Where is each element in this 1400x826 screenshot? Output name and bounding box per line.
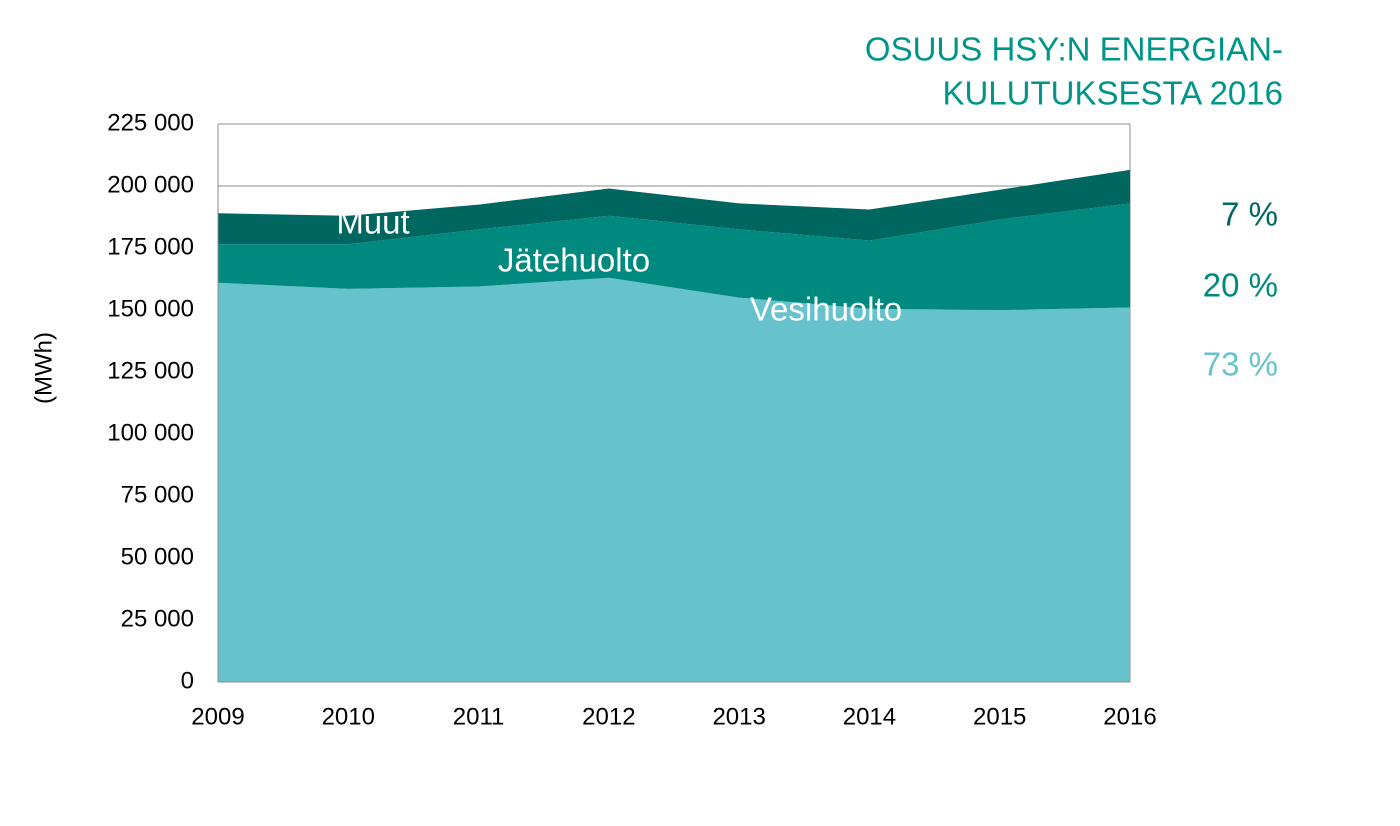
share-label: 73 % [1203,346,1278,383]
series-label: Vesihuolto [750,291,902,328]
title-background [790,0,1400,120]
share-label: 20 % [1203,267,1278,304]
series-label: Muut [336,204,409,241]
y-tick-label: 0 [181,667,194,694]
x-tick-label: 2012 [582,703,635,730]
texts: 0 25 000 50 000 75 000 100 000 125 000 150 000… [30,31,1283,731]
series-label: Jätehuolto [498,242,650,279]
y-tick-label: 100 000 [107,419,194,446]
x-tick-label: 2011 [453,703,505,730]
y-tick-label: 150 000 [107,295,194,322]
y-tick-label: 125 000 [107,357,194,384]
y-tick-label: 175 000 [107,233,194,260]
area [218,169,1130,245]
x-tick-label: 2016 [1103,703,1156,730]
chart-title: KULUTUKSESTA 2016 [942,75,1283,112]
x-tick-label: 2015 [973,703,1026,730]
y-tick-label: 25 000 [121,605,194,632]
y-tick-label: 50 000 [121,543,194,570]
y-tick-label: 225 000 [107,109,194,136]
share-label: 7 % [1221,196,1278,233]
x-tick-label: 2014 [843,703,896,730]
areas [217,124,1130,683]
y-tick-label: 75 000 [121,481,194,508]
x-tick-label: 2010 [322,703,375,730]
y-tick-label: 200 000 [107,171,194,198]
x-tick-label: 2013 [712,703,765,730]
chart-title: OSUUS HSY:N ENERGIAN- [865,31,1283,68]
area [218,277,1130,682]
x-tick-label: 2009 [191,703,244,730]
y-axis-label: (MWh) [30,332,57,404]
area [218,203,1130,310]
